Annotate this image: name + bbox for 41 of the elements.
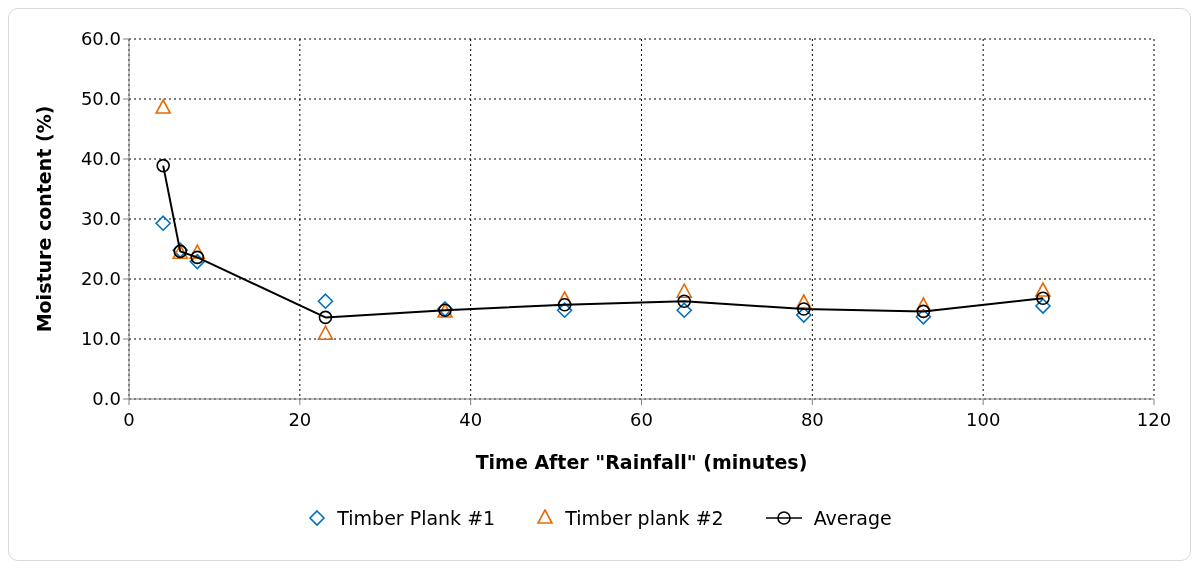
x-tick-label: 100	[965, 408, 1001, 430]
point	[796, 302, 811, 316]
point	[189, 253, 206, 270]
x-tick-label: 40	[459, 408, 483, 430]
point	[676, 283, 693, 298]
point	[557, 298, 572, 312]
y-tick-label: 40.0	[80, 148, 121, 170]
x-tick-label: 60	[630, 408, 653, 430]
point	[795, 307, 812, 323]
point	[556, 302, 573, 318]
y-tick-label: 30.0	[80, 208, 121, 230]
y-tick-label: 20.0	[80, 268, 121, 290]
point	[318, 310, 333, 325]
x-axis-title: Time After "Rainfall" (minutes)	[475, 451, 808, 473]
point	[1035, 298, 1051, 314]
point	[317, 293, 334, 309]
point	[916, 304, 931, 319]
point	[317, 325, 334, 340]
point	[915, 309, 932, 325]
point	[676, 302, 693, 318]
point	[155, 99, 171, 114]
y-axis-title: Moisture content (%)	[32, 105, 55, 333]
point	[1035, 282, 1051, 297]
point	[795, 294, 812, 309]
point	[189, 244, 206, 259]
y-tick-label: 10.0	[80, 328, 121, 350]
legend-label: Timber plank #2	[565, 507, 724, 529]
x-tick-label: 80	[800, 408, 824, 430]
x-tick-label: 0	[123, 408, 135, 430]
y-tick-label: 0.0	[92, 388, 121, 410]
legend-label: Timber Plank #1	[337, 507, 496, 529]
x-tick-label: 120	[1136, 408, 1172, 430]
point	[677, 294, 692, 308]
y-tick-label: 50.0	[80, 88, 121, 110]
point	[155, 215, 171, 231]
x-tick-label: 20	[288, 408, 312, 430]
legend-label: Average	[813, 507, 892, 529]
y-tick-label: 60.0	[80, 28, 121, 50]
point	[190, 250, 205, 265]
point	[156, 158, 170, 173]
point	[1036, 291, 1050, 305]
